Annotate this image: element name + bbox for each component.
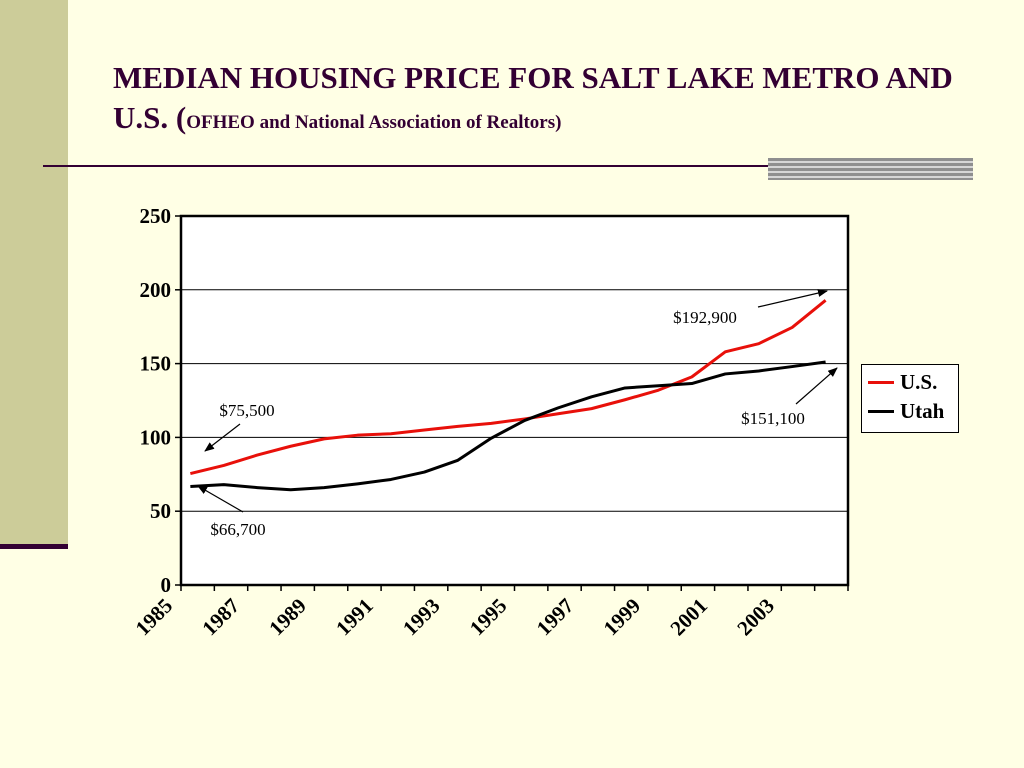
y-tick-label: 200 xyxy=(140,278,172,302)
annotation-arrow xyxy=(757,289,828,308)
data-label: $151,100 xyxy=(741,409,805,428)
x-tick-label: 1997 xyxy=(532,594,579,641)
x-tick-label: 1989 xyxy=(264,594,311,641)
x-tick-label: 1999 xyxy=(599,594,646,641)
x-tick-label: 2001 xyxy=(665,594,712,641)
x-tick-label: 1995 xyxy=(465,594,512,641)
sidebar-accent-bar xyxy=(0,0,68,545)
legend-swatch xyxy=(868,380,894,384)
annotation-arrow xyxy=(795,367,838,405)
x-tick-label: 1987 xyxy=(197,594,244,641)
x-tick-label: 1991 xyxy=(331,594,378,641)
annotation-arrow xyxy=(204,423,241,452)
series-line-utah xyxy=(190,360,826,492)
legend-label: U.S. xyxy=(900,369,938,394)
y-tick-label: 50 xyxy=(150,499,171,523)
legend-item: Utah xyxy=(868,398,944,424)
y-tick-label: 0 xyxy=(161,573,172,597)
x-tick-label: 1985 xyxy=(131,594,178,641)
y-tick-label: 150 xyxy=(140,352,172,376)
x-tick-label: 1993 xyxy=(398,594,445,641)
series-line-us xyxy=(190,299,827,476)
data-label: $66,700 xyxy=(210,520,265,539)
sidebar-underline xyxy=(0,544,68,549)
y-tick-label: 100 xyxy=(140,425,172,449)
title-divider xyxy=(43,165,973,167)
slide-title: MEDIAN HOUSING PRICE FOR SALT LAKE METRO… xyxy=(113,58,993,143)
legend-label: Utah xyxy=(900,398,945,423)
title-source: OFHEO and National Association of Realto… xyxy=(186,112,562,133)
plot-border xyxy=(179,214,850,587)
legend-swatch xyxy=(868,409,894,413)
plot-area xyxy=(181,216,848,585)
title-main: MEDIAN HOUSING PRICE FOR SALT LAKE METRO… xyxy=(113,60,953,135)
annotation-arrow xyxy=(197,485,244,513)
legend-item: U.S. xyxy=(868,369,937,395)
data-label: $75,500 xyxy=(219,401,274,420)
decorative-stripes xyxy=(768,158,973,180)
x-tick-label: 2003 xyxy=(732,594,779,641)
y-tick-label: 250 xyxy=(140,204,172,228)
chart-legend: U.S. Utah xyxy=(861,364,959,433)
data-label: $192,900 xyxy=(673,308,737,327)
